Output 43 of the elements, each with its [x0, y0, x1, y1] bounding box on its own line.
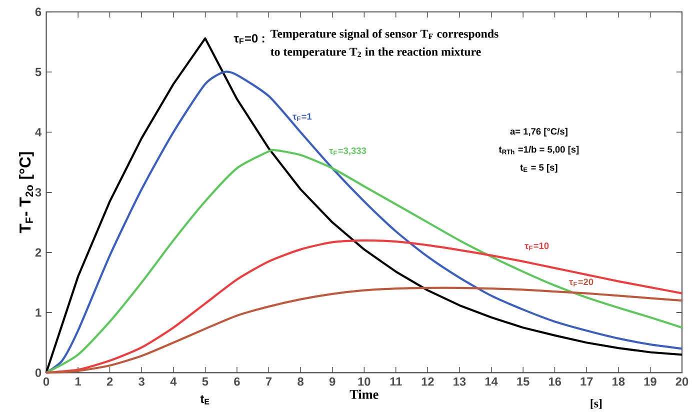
- series-label: τ$_{F}$=20: [569, 278, 594, 286]
- series-label: τ$_{F}$=1: [292, 113, 312, 121]
- x-tick-label: 9: [329, 377, 336, 386]
- text: Temperature signal of sensor T$_{F}$ corresponds: [270, 29, 498, 40]
- annotation: t$_{RTh}$ =1/b = 5,00 [s]: [498, 146, 579, 154]
- y-tick-label: 1: [36, 308, 42, 316]
- x-tick-label: 2: [106, 377, 113, 386]
- x-axis-title: Time: [350, 389, 378, 399]
- x-tick-label: 6: [234, 377, 240, 386]
- y-tick-label: 2: [35, 248, 42, 256]
- series-label: τ$_{F}$=3,333: [329, 147, 366, 156]
- annotation: a= 1,76 [°C/s]: [510, 128, 568, 136]
- text: to temperature T$_{2}$ in the reaction mixture: [270, 47, 481, 58]
- x-tick-label: 12: [422, 377, 434, 386]
- x-tick-label: 16: [548, 377, 562, 386]
- y-tick-label: 3: [35, 188, 42, 196]
- series-label: τ$_{F}$=10: [524, 242, 549, 250]
- line-series: [45, 286, 684, 374]
- x-tick-label: 18: [612, 377, 625, 386]
- annotation: t$_{E}$ = 5 [s]: [520, 164, 558, 172]
- x-tick-label: 8: [298, 377, 304, 386]
- x-tick-label: 11: [390, 377, 402, 386]
- x-tick-label: 1: [75, 377, 82, 386]
- y-tick-label: 0: [35, 368, 42, 377]
- x-tick-label: 15: [517, 377, 530, 386]
- y-tick-label: 5: [35, 68, 42, 76]
- x-tick-label: 13: [454, 377, 466, 386]
- x-tick-label: 4: [170, 377, 177, 386]
- y-axis-title: T$_{F}$- T$_{2o}$ [°C]: [19, 152, 34, 233]
- y-tick-label: 4: [35, 128, 42, 136]
- y-tick-label: 6: [35, 8, 42, 16]
- x-tick-label: 19: [644, 377, 656, 386]
- x-tick-label: 14: [485, 377, 498, 386]
- x-tick-label: 7: [266, 377, 272, 386]
- text: [s]: [590, 398, 602, 409]
- text: t$_{E}$: [200, 395, 210, 404]
- series-label: τ$_{F}$=0 :: [234, 34, 264, 44]
- x-tick-label: 20: [676, 377, 688, 386]
- x-tick-label: 17: [580, 377, 593, 386]
- x-tick-label: 5: [202, 377, 208, 386]
- x-tick-label: 0: [43, 377, 50, 386]
- x-tick-label: 10: [358, 377, 370, 386]
- x-tick-label: 3: [138, 377, 144, 386]
